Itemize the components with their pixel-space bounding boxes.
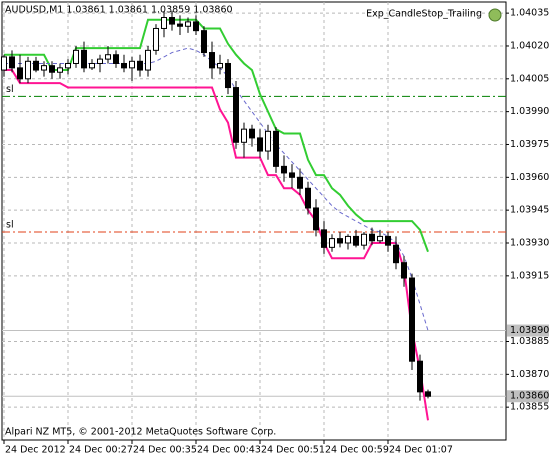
candle-body [145,49,151,71]
chart-title: AUDUSD,M1 1.03861 1.03861 1.03859 1.0386… [5,5,233,16]
y-tick-label: 1.04035 [510,8,549,19]
candle-body [385,235,391,246]
candle-body [1,56,7,71]
candle-body [9,56,15,69]
footer: Alpari NZ MT5, © 2001-2012 MetaQuotes So… [5,427,276,438]
indicator-line [4,69,429,421]
candle-body [425,391,431,397]
candle-body [113,54,119,64]
candle-body [33,60,39,71]
y-tick-label: 1.03855 [510,402,549,413]
candle-body [273,130,279,167]
expert-icon [488,8,502,22]
price-label-box [507,324,549,337]
candle-body [305,187,311,209]
candle-body [81,49,87,69]
candle-body [345,235,351,244]
candle-body [105,54,111,60]
candle-body [257,137,263,152]
candle-body [281,165,287,174]
candle-body [153,27,159,51]
candle-body [241,128,247,143]
candle-body [57,67,63,73]
candle-body [369,233,375,242]
candle-body [209,52,215,69]
price-label: 1.03890 [510,325,549,336]
candle-body [201,30,207,54]
x-tick-label: 24 Dec 00:43 [197,445,261,456]
candle-body [161,17,167,29]
candle-body [177,23,183,27]
x-tick-label: 24 Dec 00:51 [261,445,325,456]
candle-body [289,172,295,178]
y-tick-label: 1.03945 [510,205,549,216]
candle-body [17,67,23,80]
candle-body [401,262,407,279]
expert-name: Exp_CandleStop_Trailing [366,9,482,20]
x-tick-label: 24 Dec 01:07 [389,445,453,456]
candle-body [25,60,31,80]
candle-body [297,176,303,189]
candle-body [129,60,135,69]
candle-body [353,235,359,246]
x-tick-label: 24 Dec 00:35 [133,445,197,456]
candle-body [329,238,335,248]
candle-body [169,17,175,25]
candle-body [217,62,223,69]
y-tick-label: 1.04005 [510,73,549,84]
price-label: 1.03860 [510,391,549,402]
candle-body [361,233,367,246]
candle-body [185,21,191,27]
candle-body [313,207,319,231]
candle-body [233,87,239,143]
candle-body [97,58,103,64]
candle-body [65,62,71,69]
candle-body [409,277,415,362]
candle-body [193,21,199,32]
y-tick-label: 1.03960 [510,172,549,183]
candle-body [417,360,423,393]
y-tick-label: 1.03930 [510,237,549,248]
candle-body [41,65,47,71]
y-tick-label: 1.03915 [510,270,549,281]
y-tick-label: 1.03975 [510,139,549,150]
candle-body [377,235,383,242]
x-tick-label: 24 Dec 2012 [5,445,66,456]
candle-body [321,229,327,248]
candle-body [89,62,95,69]
price-label-box [507,390,549,403]
y-tick-label: 1.03990 [510,106,549,117]
x-tick-label: 24 Dec 00:59 [325,445,389,456]
plot: sl sl [1,2,506,440]
candle-body [393,244,399,264]
candle-body [49,65,55,73]
y-tick-label: 1.04020 [510,40,549,51]
candle-body [225,62,231,89]
candle-body [121,62,127,69]
candle-body [265,130,271,152]
y-tick-label: 1.03870 [510,369,549,380]
candle-body [73,49,79,64]
y-tick-label: 1.03885 [510,336,549,347]
candle-body [249,128,255,139]
level-label: sl [6,84,14,95]
level-label: sl [6,220,14,231]
candle-body [337,238,343,244]
x-tick-label: 24 Dec 00:27 [69,445,133,456]
candle-body [137,60,143,71]
